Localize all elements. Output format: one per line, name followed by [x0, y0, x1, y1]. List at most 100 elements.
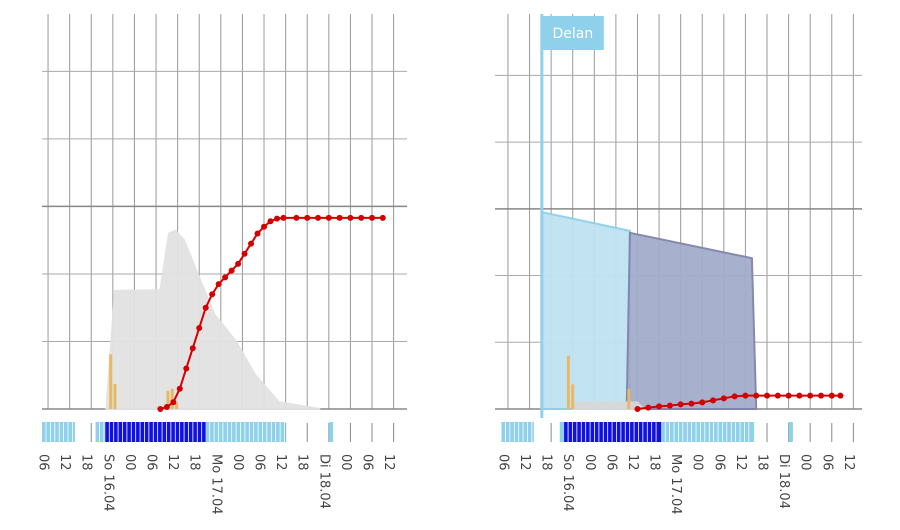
point: [699, 399, 706, 406]
point: [235, 260, 242, 267]
bar: [571, 384, 575, 409]
point: [656, 403, 663, 410]
point: [183, 365, 190, 372]
point: [796, 392, 803, 399]
strip-segment: [95, 422, 106, 442]
x-tick-label: So 16.04: [560, 454, 575, 512]
point: [828, 392, 835, 399]
point: [731, 393, 738, 400]
point: [720, 395, 727, 402]
point: [764, 392, 771, 399]
x-tick-label: 06: [495, 454, 510, 471]
point: [273, 215, 280, 222]
x-tick-label: Di 18.04: [776, 454, 791, 509]
point: [742, 392, 749, 399]
x-tick-label: 12: [625, 454, 640, 471]
point: [325, 214, 332, 221]
x-tick-label: 18: [647, 454, 662, 471]
point: [645, 404, 652, 411]
x-tick-label: 00: [582, 454, 597, 471]
point: [157, 406, 164, 412]
x-tick-label: 18: [295, 454, 310, 471]
point: [666, 402, 673, 409]
x-tick-label: 12: [733, 454, 748, 471]
x-tick-label: 18: [539, 454, 554, 471]
point: [163, 403, 170, 410]
point: [710, 397, 717, 404]
annotation-box: [541, 16, 604, 50]
x-tick-label: 06: [819, 454, 834, 471]
point: [379, 214, 386, 221]
x-tick-label: 00: [122, 454, 137, 471]
strip-segment: [501, 422, 534, 442]
x-tick-label: Mo 17.04: [668, 454, 683, 515]
x-tick-label: 18: [79, 454, 94, 471]
x-tick-label: 12: [517, 454, 532, 471]
x-tick-label: 06: [144, 454, 159, 471]
point: [222, 274, 229, 281]
area: [105, 229, 321, 410]
strip-segment: [42, 422, 76, 442]
point: [170, 399, 177, 406]
x-tick-label: 12: [273, 454, 288, 471]
x-tick-label: 12: [381, 454, 396, 471]
point: [209, 291, 216, 298]
x-tick-label: So 16.04: [100, 454, 115, 512]
x-tick-label: 06: [603, 454, 618, 471]
point: [280, 214, 287, 221]
x-tick-label: 12: [165, 454, 180, 471]
point: [688, 400, 695, 407]
strip-segment: [328, 422, 334, 442]
x-tick-label: 00: [798, 454, 813, 471]
point: [261, 223, 268, 230]
strip-segment: [788, 422, 793, 442]
point: [189, 345, 196, 352]
point: [753, 392, 760, 399]
point: [817, 392, 824, 399]
x-tick-label: 00: [690, 454, 705, 471]
x-tick-label: 00: [230, 454, 245, 471]
point: [267, 218, 274, 225]
point: [254, 230, 261, 237]
point: [176, 385, 183, 392]
annotation-label: Delan: [552, 26, 593, 42]
x-tick-label: Di 18.04: [316, 454, 331, 509]
bar: [175, 402, 179, 409]
point: [837, 392, 844, 399]
point: [315, 214, 322, 221]
x-tick-label: 06: [711, 454, 726, 471]
strip-segment: [205, 422, 286, 442]
bar: [113, 384, 117, 409]
strip-segment: [564, 422, 662, 442]
point: [369, 214, 376, 221]
point: [304, 214, 311, 221]
x-tick-label: 18: [187, 454, 202, 471]
strip-segment: [105, 422, 206, 442]
x-tick-label: 12: [57, 454, 72, 471]
x-tick-label: 06: [252, 454, 267, 471]
area: [540, 210, 631, 410]
point: [228, 267, 235, 274]
point: [293, 214, 300, 221]
point: [241, 250, 248, 257]
x-tick-label: 00: [338, 454, 353, 471]
point: [248, 240, 255, 247]
area: [570, 401, 647, 410]
point: [202, 304, 209, 311]
bar: [109, 354, 113, 409]
point: [634, 406, 641, 412]
bar: [166, 390, 170, 409]
bar: [566, 355, 570, 409]
bar: [170, 388, 174, 409]
point: [807, 392, 814, 399]
x-tick-label: 06: [360, 454, 375, 471]
bar: [627, 388, 631, 409]
point: [785, 392, 792, 399]
point: [336, 214, 343, 221]
x-tick-label: 18: [755, 454, 770, 471]
point: [215, 281, 222, 288]
point: [677, 401, 684, 408]
point: [774, 392, 781, 399]
